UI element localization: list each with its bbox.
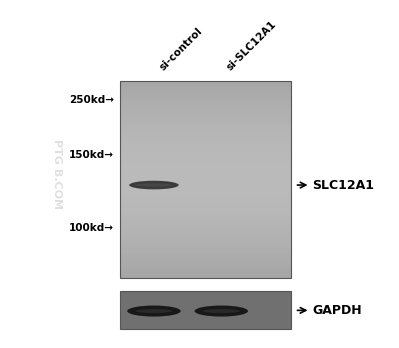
Bar (120, 231, 290, 233)
Bar (120, 164, 290, 167)
Bar (120, 204, 290, 206)
Bar (120, 157, 290, 159)
Text: 100kd→: 100kd→ (69, 222, 114, 232)
Bar (120, 209, 290, 211)
Bar (120, 275, 290, 278)
Bar (120, 130, 290, 133)
Bar (120, 174, 290, 177)
Bar (120, 206, 290, 209)
Bar (120, 251, 290, 253)
Bar (120, 187, 290, 189)
Bar (120, 115, 290, 118)
Bar (120, 101, 290, 103)
Bar (120, 211, 290, 214)
Bar (120, 223, 290, 226)
Bar (120, 265, 290, 268)
Bar (120, 88, 290, 90)
Bar (120, 127, 290, 130)
Bar (120, 122, 290, 125)
Bar (120, 177, 290, 179)
Bar (120, 159, 290, 162)
Bar (120, 253, 290, 255)
Bar (120, 133, 290, 135)
Bar (120, 103, 290, 105)
Bar (120, 182, 290, 184)
Bar (120, 98, 290, 101)
Bar (120, 147, 290, 150)
Text: GAPDH: GAPDH (312, 304, 362, 317)
Bar (120, 120, 290, 122)
Bar (120, 145, 290, 147)
Bar (120, 263, 290, 265)
Bar (120, 238, 290, 241)
Ellipse shape (135, 309, 173, 313)
Bar (120, 191, 290, 194)
Bar (120, 108, 290, 110)
Text: 150kd→: 150kd→ (69, 150, 114, 160)
Bar (120, 270, 290, 272)
Bar (120, 150, 290, 152)
Bar (120, 125, 290, 127)
Bar (120, 246, 290, 248)
Ellipse shape (135, 183, 172, 187)
Bar (120, 272, 290, 275)
Text: PTG B.COM: PTG B.COM (52, 139, 62, 209)
Bar (120, 291, 290, 329)
Bar (120, 194, 290, 196)
Bar (120, 243, 290, 246)
Bar (120, 152, 290, 155)
Bar (120, 113, 290, 115)
Bar (120, 248, 290, 251)
Bar (120, 155, 290, 157)
Text: 250kd→: 250kd→ (69, 95, 114, 105)
Bar (120, 219, 290, 221)
Bar (120, 140, 290, 142)
Ellipse shape (203, 309, 240, 313)
Bar (120, 199, 290, 201)
Bar (120, 105, 290, 108)
Bar (120, 228, 290, 231)
Bar (120, 189, 290, 191)
Bar (120, 172, 290, 174)
Ellipse shape (129, 181, 179, 189)
Bar (120, 179, 290, 182)
Bar (120, 93, 290, 96)
Bar (120, 260, 290, 263)
Bar (120, 221, 290, 223)
Bar (120, 135, 290, 137)
Bar (120, 90, 290, 93)
Bar (120, 255, 290, 258)
Bar (120, 201, 290, 204)
Bar (120, 241, 290, 243)
Bar (120, 184, 290, 187)
Ellipse shape (195, 306, 248, 317)
Text: si-control: si-control (158, 26, 204, 72)
Bar (120, 96, 290, 98)
Bar (120, 142, 290, 145)
Bar (120, 169, 290, 172)
Ellipse shape (127, 306, 181, 317)
Bar (120, 118, 290, 120)
Bar (120, 83, 290, 86)
Text: SLC12A1: SLC12A1 (312, 179, 374, 191)
Bar (120, 81, 290, 278)
Bar (120, 216, 290, 219)
Bar (120, 196, 290, 199)
Bar (120, 110, 290, 113)
Bar (120, 214, 290, 216)
Text: si-SLC12A1: si-SLC12A1 (225, 19, 279, 72)
Bar (120, 86, 290, 88)
Bar (120, 162, 290, 164)
Bar (120, 226, 290, 228)
Bar (120, 137, 290, 140)
Bar (120, 167, 290, 169)
Bar (120, 268, 290, 270)
Bar (120, 233, 290, 236)
Bar (120, 81, 290, 83)
Bar (120, 236, 290, 238)
Bar (120, 258, 290, 260)
